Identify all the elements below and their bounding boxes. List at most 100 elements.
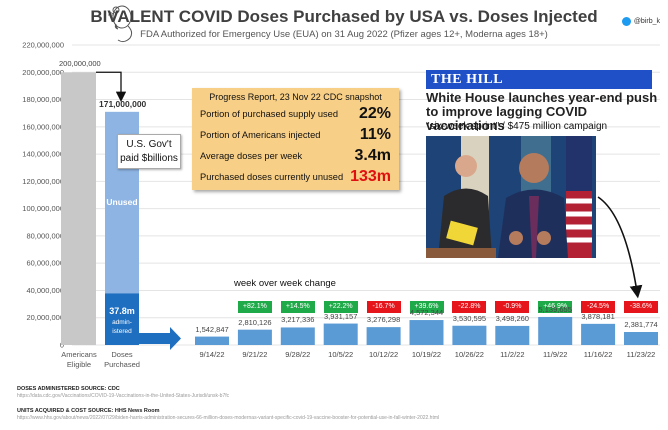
progress-report-box: Progress Report, 23 Nov 22 CDC snapshot … [192,88,399,190]
twitter-bird-icon [621,17,631,26]
y-tick-label: 220,000,000 [22,41,64,50]
category-purchased-line1: Doses [111,350,133,359]
handle-text: @birb_k [633,18,660,25]
weekly-bar [581,323,616,345]
gov-note-line1: U.S. Gov't [126,139,172,150]
weekly-date-label: 11/23/22 [626,350,656,359]
weekly-date-label: 11/16/22 [583,350,613,359]
y-axis-ticks: 020,000,00040,000,00060,000,00080,000,00… [22,41,64,350]
week-over-week-label: week over week change [234,278,336,289]
y-tick-label: 20,000,000 [26,313,64,322]
y-tick-label: 80,000,000 [26,231,64,240]
weekly-value-label: 5,139,655 [538,304,572,314]
weekly-bar [195,336,229,345]
administered-label-2: istered [112,328,132,335]
source-administered-url[interactable]: https://data.cdc.gov/Vaccinations/COVID-… [17,393,230,399]
weekly-value-label: 3,931,157 [324,311,358,321]
progress-row: Portion of purchased supply used 22% [200,103,391,124]
progress-report-heading: Progress Report, 23 Nov 22 CDC snapshot [209,92,382,102]
y-tick-label: 60,000,000 [26,259,64,268]
gov-note-line2: paid $billions [120,153,178,164]
administered-value: 37.8m [109,306,135,316]
category-eligible-line2: Eligible [66,360,92,369]
y-tick-label: 100,000,000 [22,204,64,213]
weekly-date-label: 9/14/22 [199,350,225,359]
weekly-date-label: 10/5/22 [328,350,354,359]
source-administered-title: DOSES ADMINISTERED SOURCE: CDC [17,386,120,392]
source-units-url[interactable]: https://www.hhs.gov/about/news/2022/07/2… [17,415,440,421]
progress-row: Portion of Americans injected 11% [200,124,391,145]
progress-label: Portion of Americans injected [200,129,321,140]
category-purchased: Doses Purchased [97,350,147,370]
bar-doses-administered [105,293,139,345]
gov-paid-note: U.S. Gov't paid $billions [117,134,181,169]
weekly-bar [323,323,358,345]
progress-label: Portion of purchased supply used [200,108,338,119]
y-tick-label: 160,000,000 [22,122,64,131]
source-units-title: UNITS ACQUIRED & COST SOURCE: HHS News R… [17,408,160,414]
week-change-badge: -22.8% [452,301,487,313]
progress-row: Average doses per week 3.4m [200,145,391,166]
arrow-eligible-to-purchased [96,71,127,103]
eligible-value-label: 200,000,000 [59,59,101,68]
weekly-bar [409,320,444,345]
weekly-value-label: 4,572,344 [409,308,444,318]
purchased-value-label: 171,000,000 [99,99,147,109]
weekly-bar [624,332,658,345]
y-tick-label: 200,000,000 [22,68,64,77]
weekly-value-label: 3,530,595 [452,313,487,323]
weekly-value-label: 1,542,847 [195,324,229,334]
category-eligible: Americans Eligible [54,350,104,370]
news-outlet-banner: THE HILL [426,70,652,89]
progress-row: Purchased doses currently unused 133m [200,166,391,187]
category-purchased-line2: Purchased [104,360,140,369]
weekly-value-label: 3,498,260 [495,313,529,323]
chart-title: BIVALENT COVID Doses Purchased by USA vs… [90,7,598,26]
weekly-date-label: 11/2/22 [500,350,525,359]
progress-label: Purchased doses currently unused [200,171,344,182]
weekly-bar [366,327,401,345]
week-change-badge: -0.9% [495,301,530,313]
weekly-value-label: 3,276,298 [366,315,401,325]
weekly-value-label: 3,878,181 [581,311,615,321]
week-change-badge: +14.5% [280,301,315,313]
weekly-bar [280,327,315,345]
news-headline: White House launches year-end push to im… [426,90,658,133]
week-change-badge: -24.5% [581,301,616,313]
press-briefing-photo [426,136,596,258]
weekly-date-label: 9/21/22 [242,350,268,359]
y-tick-label: 180,000,000 [22,95,64,104]
progress-label: Average doses per week [200,150,303,161]
progress-value: 22% [358,104,391,122]
y-tick-label: 40,000,000 [26,286,64,295]
administered-label-1: admin- [112,319,132,326]
weekly-value-label: 2,810,126 [238,317,272,327]
category-eligible-line1: Americans [61,350,97,359]
bar-americans-eligible [61,72,96,345]
unused-label: Unused [106,197,138,207]
weekly-bar [538,316,573,345]
week-change-badge: +46.9% [538,301,573,313]
weekly-value-label: 2,381,774 [624,320,658,329]
weekly-bar [452,325,487,345]
weekly-bar [495,325,530,345]
week-change-badge: +82.1% [237,301,272,313]
week-change-badge: -38.6% [624,301,658,313]
arrows [96,71,643,350]
progress-value: 3.4m [354,146,391,164]
mouse-icon [100,2,140,51]
week-change-badge: +22.2% [323,301,358,313]
week-change-badge: -16.7% [366,301,401,313]
weekly-date-label: 10/19/22 [411,350,442,359]
twitter-handle[interactable]: @birb_k [621,17,660,26]
arrow-news-to-latest-week [597,196,643,299]
week-change-badge: +39.6% [409,301,444,313]
y-tick-label: 120,000,000 [22,177,64,186]
progress-value: 11% [359,125,391,143]
weekly-date-label: 11/9/22 [542,350,568,359]
weekly-value-label: 3,217,336 [281,315,315,325]
progress-value-unused: 133m [350,167,391,185]
news-subline: "six-week sprint" / $475 million campaig… [426,121,608,132]
weekly-date-label: 10/26/22 [454,350,484,359]
